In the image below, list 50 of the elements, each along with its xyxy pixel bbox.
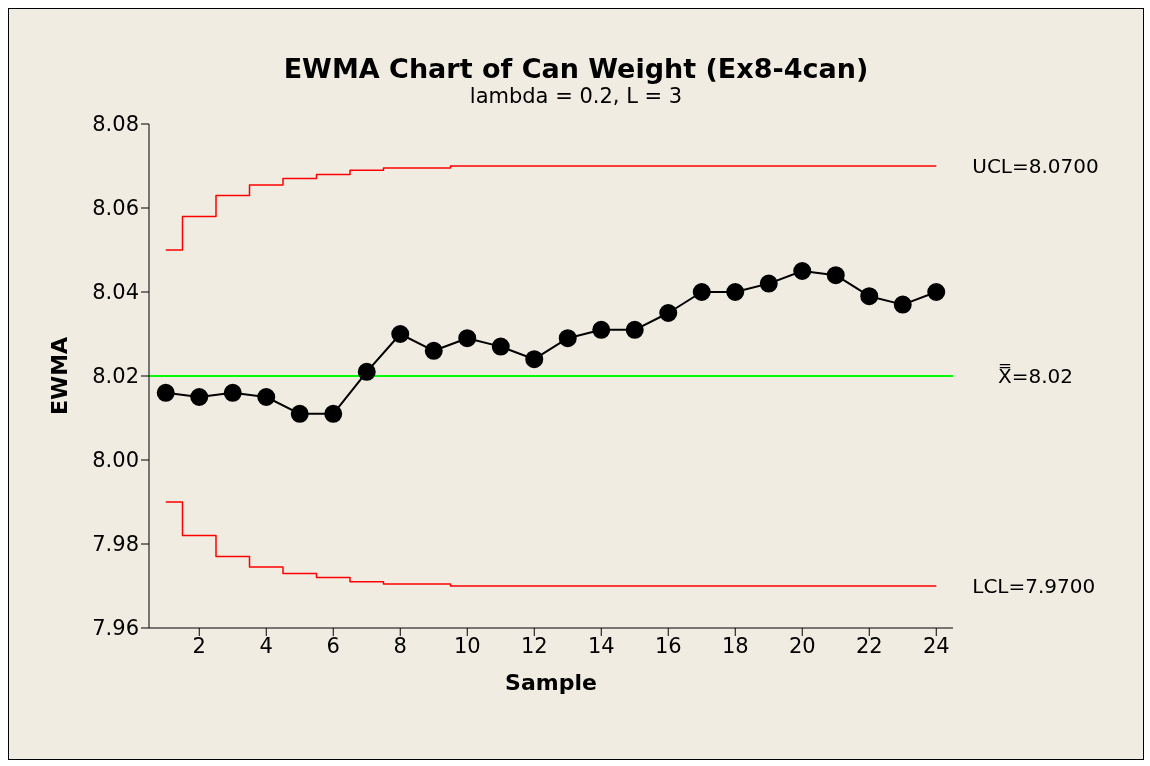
x-tick-label: 22 bbox=[855, 633, 883, 658]
ref-line-label: X̿=8.02 bbox=[998, 363, 1073, 389]
point bbox=[793, 262, 812, 280]
point bbox=[190, 388, 209, 406]
y-tick-label: 7.98 bbox=[92, 532, 139, 557]
x-tick-label: 8 bbox=[393, 633, 407, 658]
point bbox=[759, 274, 778, 293]
x-tick-label: 2 bbox=[192, 633, 206, 658]
y-tick-label: 7.96 bbox=[92, 616, 139, 641]
point bbox=[491, 337, 510, 356]
point bbox=[860, 287, 879, 306]
x-tick-label: 10 bbox=[453, 633, 481, 658]
point bbox=[927, 283, 946, 301]
x-tick-label: 12 bbox=[520, 633, 548, 658]
point bbox=[592, 320, 611, 339]
point bbox=[692, 283, 711, 301]
point bbox=[659, 304, 678, 322]
point bbox=[726, 283, 745, 301]
point bbox=[324, 404, 343, 423]
x-tick-label: 18 bbox=[721, 633, 749, 658]
point bbox=[290, 404, 309, 423]
x-tick-label: 24 bbox=[922, 633, 950, 658]
x-tick-label: 20 bbox=[788, 633, 816, 658]
point bbox=[424, 341, 443, 360]
point bbox=[525, 350, 544, 369]
x-tick-label: 16 bbox=[654, 633, 682, 658]
point bbox=[257, 388, 276, 406]
point bbox=[826, 266, 845, 285]
point bbox=[458, 329, 477, 348]
x-tick-label: 4 bbox=[259, 633, 273, 658]
y-tick-label: 8.02 bbox=[92, 364, 139, 389]
x-tick-label: 6 bbox=[326, 633, 340, 658]
x-axis-title: Sample bbox=[505, 670, 597, 695]
y-axis-title: EWMA bbox=[46, 336, 72, 416]
series-label: LCL=7.9700 bbox=[972, 574, 1096, 598]
y-tick-label: 8.00 bbox=[92, 448, 139, 473]
point bbox=[357, 362, 376, 381]
y-tick-label: 8.04 bbox=[92, 280, 139, 305]
point bbox=[625, 320, 644, 339]
series-label: UCL=8.0700 bbox=[972, 154, 1099, 178]
chart-title: EWMA Chart of Can Weight (Ex8-4can) bbox=[282, 53, 870, 84]
point bbox=[223, 383, 242, 402]
chart-subtitle: lambda = 0.2, L = 3 bbox=[468, 84, 684, 108]
point bbox=[893, 295, 912, 314]
point bbox=[391, 325, 410, 343]
y-tick-label: 8.06 bbox=[92, 196, 139, 221]
point bbox=[156, 383, 175, 402]
point bbox=[558, 329, 577, 348]
y-tick-label: 8.08 bbox=[92, 112, 139, 137]
x-tick-label: 14 bbox=[587, 633, 615, 658]
